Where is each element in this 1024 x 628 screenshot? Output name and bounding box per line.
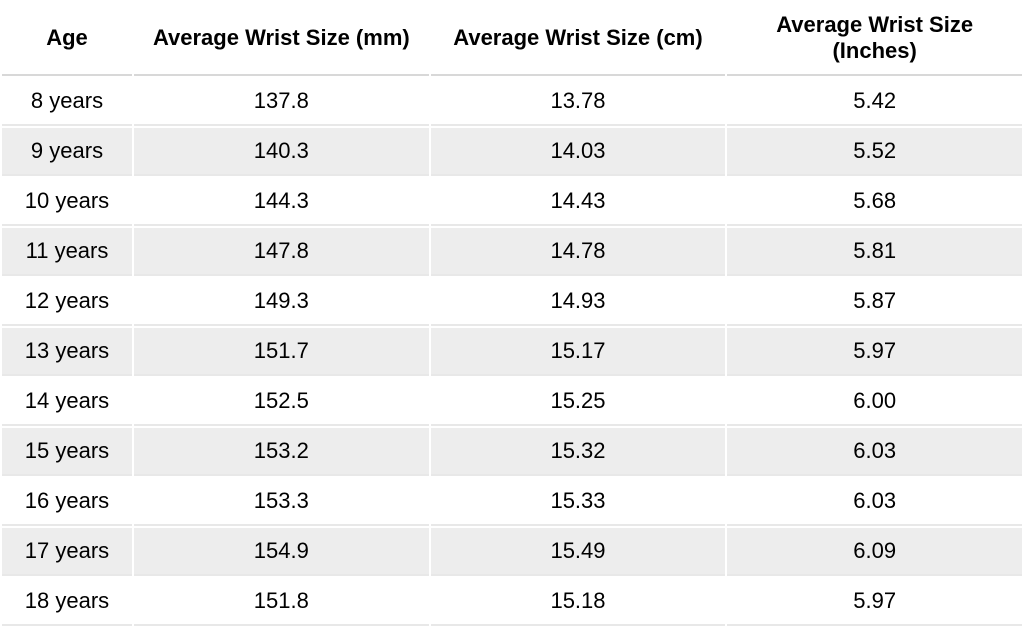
col-inches: Average Wrist Size (Inches) <box>727 2 1022 76</box>
col-age: Age <box>2 2 132 76</box>
cell-in: 5.81 <box>727 228 1022 276</box>
cell-mm: 152.5 <box>134 378 429 426</box>
cell-in: 5.42 <box>727 78 1022 126</box>
cell-cm: 14.03 <box>431 128 726 176</box>
cell-in: 6.03 <box>727 428 1022 476</box>
cell-mm: 153.2 <box>134 428 429 476</box>
cell-age: 12 years <box>2 278 132 326</box>
wrist-size-table: Age Average Wrist Size (mm) Average Wris… <box>0 0 1024 628</box>
col-mm: Average Wrist Size (mm) <box>134 2 429 76</box>
cell-mm: 149.3 <box>134 278 429 326</box>
table-row: 14 years152.515.256.00 <box>2 378 1022 426</box>
cell-in: 5.68 <box>727 178 1022 226</box>
table-row: 18 years151.815.185.97 <box>2 578 1022 626</box>
cell-age: 11 years <box>2 228 132 276</box>
cell-age: 15 years <box>2 428 132 476</box>
cell-cm: 15.33 <box>431 478 726 526</box>
cell-in: 6.09 <box>727 528 1022 576</box>
cell-cm: 15.32 <box>431 428 726 476</box>
table-row: 12 years149.314.935.87 <box>2 278 1022 326</box>
cell-age: 10 years <box>2 178 132 226</box>
cell-cm: 15.17 <box>431 328 726 376</box>
cell-age: 18 years <box>2 578 132 626</box>
cell-in: 5.97 <box>727 578 1022 626</box>
cell-mm: 151.8 <box>134 578 429 626</box>
table-row: 17 years154.915.496.09 <box>2 528 1022 576</box>
cell-cm: 15.49 <box>431 528 726 576</box>
table-row: 9 years140.314.035.52 <box>2 128 1022 176</box>
table-header-row: Age Average Wrist Size (mm) Average Wris… <box>2 2 1022 76</box>
cell-cm: 14.43 <box>431 178 726 226</box>
table-row: 8 years137.813.785.42 <box>2 78 1022 126</box>
cell-cm: 14.93 <box>431 278 726 326</box>
cell-mm: 137.8 <box>134 78 429 126</box>
cell-in: 5.87 <box>727 278 1022 326</box>
cell-mm: 144.3 <box>134 178 429 226</box>
cell-age: 17 years <box>2 528 132 576</box>
cell-cm: 14.78 <box>431 228 726 276</box>
table-row: 16 years153.315.336.03 <box>2 478 1022 526</box>
table-row: 13 years151.715.175.97 <box>2 328 1022 376</box>
cell-mm: 147.8 <box>134 228 429 276</box>
table-row: 10 years144.314.435.68 <box>2 178 1022 226</box>
cell-in: 5.52 <box>727 128 1022 176</box>
cell-mm: 154.9 <box>134 528 429 576</box>
cell-cm: 15.25 <box>431 378 726 426</box>
cell-age: 8 years <box>2 78 132 126</box>
cell-age: 9 years <box>2 128 132 176</box>
cell-cm: 15.18 <box>431 578 726 626</box>
col-cm: Average Wrist Size (cm) <box>431 2 726 76</box>
table-row: 11 years147.814.785.81 <box>2 228 1022 276</box>
cell-mm: 151.7 <box>134 328 429 376</box>
cell-cm: 13.78 <box>431 78 726 126</box>
cell-age: 13 years <box>2 328 132 376</box>
cell-in: 6.03 <box>727 478 1022 526</box>
cell-in: 5.97 <box>727 328 1022 376</box>
cell-mm: 153.3 <box>134 478 429 526</box>
cell-age: 16 years <box>2 478 132 526</box>
cell-mm: 140.3 <box>134 128 429 176</box>
cell-age: 14 years <box>2 378 132 426</box>
cell-in: 6.00 <box>727 378 1022 426</box>
table-row: 15 years153.215.326.03 <box>2 428 1022 476</box>
